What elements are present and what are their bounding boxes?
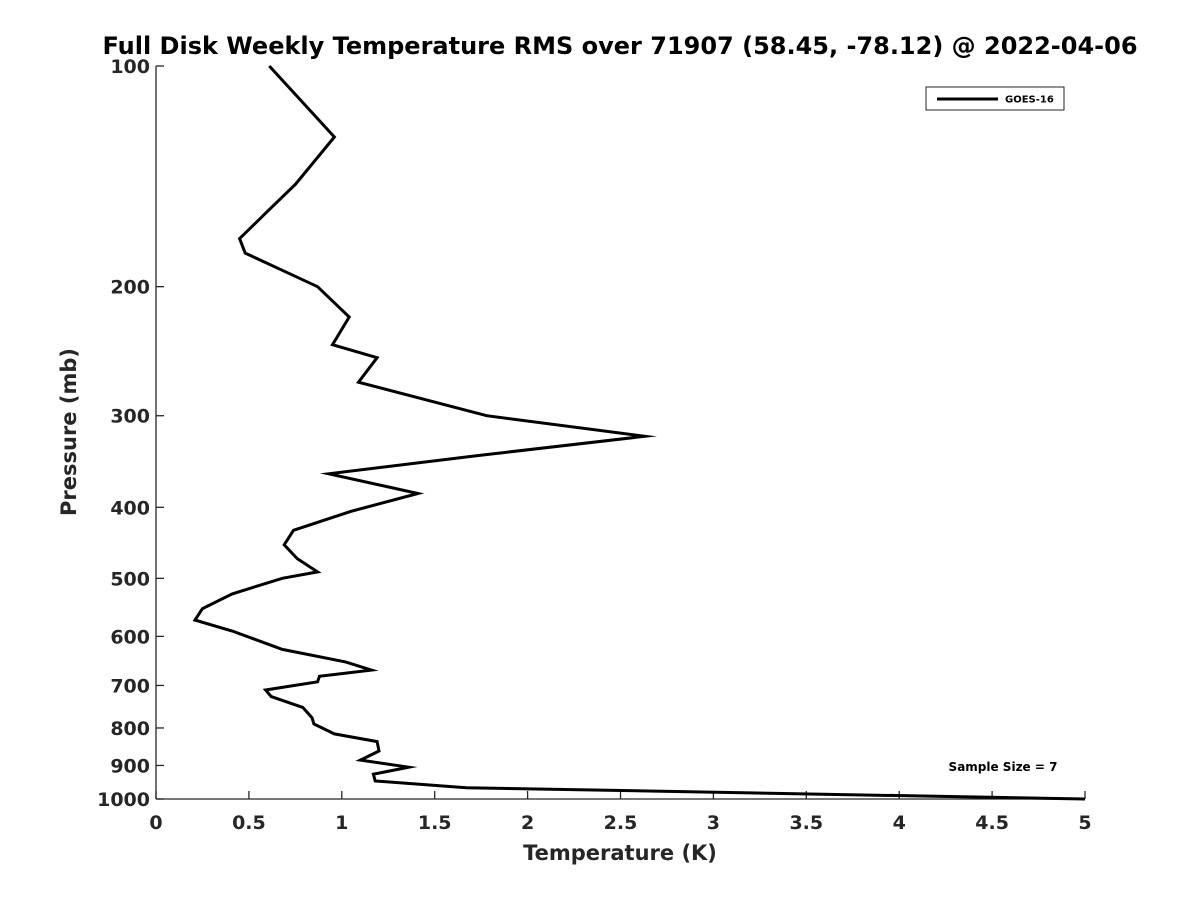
y-tick-label: 400 bbox=[110, 497, 150, 519]
y-tick-label: 600 bbox=[110, 626, 150, 648]
legend: GOES-16 bbox=[925, 86, 1065, 111]
x-tick-label: 5 bbox=[1078, 812, 1091, 834]
x-tick-label: 4.5 bbox=[975, 812, 1009, 834]
x-tick-label: 3 bbox=[707, 812, 720, 834]
chart-title: Full Disk Weekly Temperature RMS over 71… bbox=[102, 32, 1137, 60]
x-tick-label: 0 bbox=[149, 812, 162, 834]
x-tick-label: 1.5 bbox=[418, 812, 452, 834]
series-line-goes-16 bbox=[192, 64, 1086, 801]
y-axis-label: Pressure (mb) bbox=[57, 348, 81, 516]
x-tick-label: 0.5 bbox=[232, 812, 266, 834]
x-axis-label: Temperature (K) bbox=[523, 841, 717, 865]
x-axis-ticks: 0 0.5 1 1.5 2 2.5 3 3.5 4 4.5 5 bbox=[149, 791, 1092, 834]
y-tick-label: 800 bbox=[110, 718, 150, 740]
y-tick-label: 900 bbox=[110, 755, 150, 777]
legend-label-goes-16: GOES-16 bbox=[1005, 95, 1054, 106]
x-tick-label: 2 bbox=[521, 812, 534, 834]
y-tick-label: 700 bbox=[110, 675, 150, 697]
y-tick-label: 200 bbox=[110, 277, 150, 299]
x-tick-label: 3.5 bbox=[789, 812, 823, 834]
series-layer bbox=[192, 64, 1086, 801]
y-tick-label: 300 bbox=[110, 406, 150, 428]
sample-size-annotation: Sample Size = 7 bbox=[949, 760, 1058, 774]
y-tick-label: 100 bbox=[110, 56, 150, 78]
x-tick-label: 4 bbox=[893, 812, 906, 834]
x-tick-label: 2.5 bbox=[604, 812, 638, 834]
x-tick-label: 1 bbox=[335, 812, 348, 834]
y-axis-ticks: 100 200 300 400 500 600 700 800 900 1000 bbox=[97, 56, 164, 811]
y-tick-label: 1000 bbox=[97, 789, 150, 811]
y-tick-label: 500 bbox=[110, 568, 150, 590]
